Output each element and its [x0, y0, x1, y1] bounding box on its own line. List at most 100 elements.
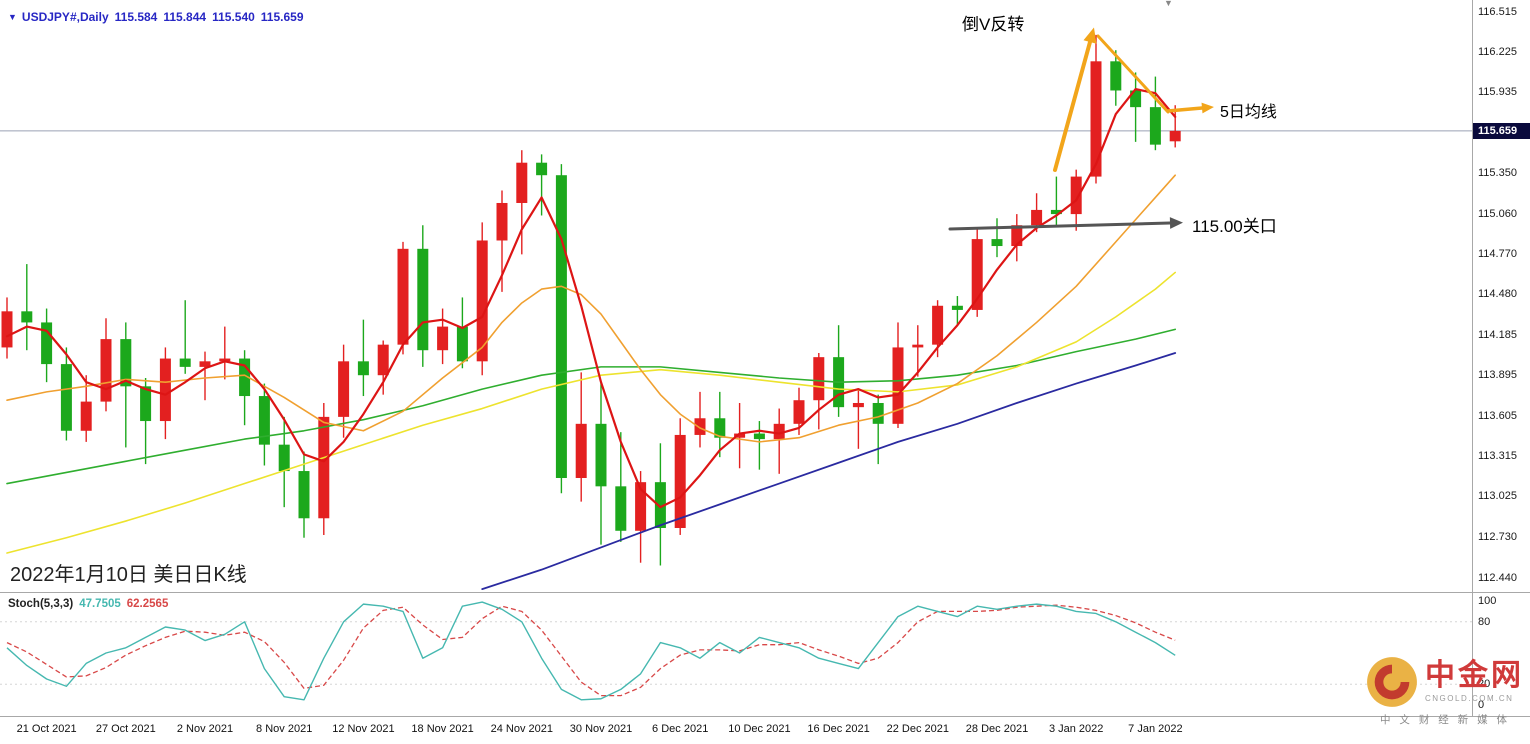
candle-body — [397, 248, 409, 345]
candle-body — [575, 423, 587, 478]
annotation-arrow[interactable] — [1053, 40, 1092, 172]
candle-body — [278, 444, 290, 472]
candle-body — [1169, 130, 1181, 142]
candle-body — [714, 418, 726, 438]
candle-body — [773, 423, 785, 440]
collapse-triangle-icon[interactable]: ▼ — [8, 12, 17, 22]
annotation-arrow[interactable] — [948, 221, 1172, 231]
candle-body — [912, 344, 924, 348]
candle-body — [60, 364, 72, 431]
price-axis-label: 114.770 — [1478, 247, 1517, 260]
candle-body — [516, 162, 528, 203]
chart-title: ▼ USDJPY#,Daily 115.584 115.844 115.540 115.6… — [8, 10, 310, 24]
ma-slow-yellow — [6, 271, 1176, 554]
ohlc-low: 115.540 — [212, 10, 255, 24]
candle-body — [437, 326, 449, 351]
time-axis-label: 21 Oct 2021 — [16, 723, 77, 735]
time-axis-label: 12 Nov 2021 — [332, 723, 395, 735]
stoch-axis[interactable]: 100 80 20 0 — [1472, 592, 1530, 717]
candle-body — [1130, 90, 1142, 108]
candlestick-chart[interactable] — [0, 0, 1472, 592]
candle-body — [456, 326, 468, 362]
price-axis-label: 113.315 — [1478, 449, 1517, 462]
candle-body — [813, 357, 825, 401]
candle-body — [852, 402, 864, 408]
candle-body — [80, 401, 92, 431]
candle-body — [219, 358, 231, 362]
candle-body — [753, 433, 765, 440]
time-axis-label: 3 Jan 2022 — [1048, 723, 1104, 735]
candle-body — [338, 361, 350, 417]
candle-body — [674, 434, 686, 528]
time-axis-label: 10 Dec 2021 — [728, 723, 791, 735]
time-axis[interactable]: 21 Oct 2021 27 Oct 2021 2 Nov 2021 8 Nov 20… — [0, 716, 1530, 744]
date-annotation-label: 2022年1月10日 美日日K线 — [10, 564, 247, 586]
candle-body — [377, 344, 389, 376]
candle-body — [140, 386, 152, 422]
stoch-axis-label: 0 — [1478, 699, 1485, 711]
price-axis[interactable]: 115.659 116.515 116.225 115.935 115.350 115.… — [1472, 0, 1530, 592]
annotation-arrowhead[interactable] — [1083, 27, 1097, 44]
price-axis-label: 113.895 — [1478, 369, 1517, 382]
candle-body — [1050, 209, 1062, 215]
stoch-axis-label: 80 — [1478, 615, 1491, 628]
annotation-arrow[interactable] — [1166, 106, 1204, 113]
cngold-logo-icon — [1367, 657, 1417, 707]
ma-long-blue — [481, 352, 1177, 591]
annotation-arrowhead[interactable] — [1169, 217, 1183, 229]
stoch-k-value: 47.7505 — [79, 598, 121, 610]
candle-body — [991, 239, 1003, 247]
candle-body — [595, 423, 607, 487]
time-axis-label: 8 Nov 2021 — [256, 723, 313, 735]
ma-fast-red — [5, 87, 1177, 509]
inverted-v-leg[interactable] — [1096, 34, 1170, 114]
candle-body — [100, 339, 112, 402]
candle-body — [417, 248, 429, 351]
stochastic-chart[interactable] — [0, 592, 1472, 717]
candle-body — [239, 358, 251, 397]
stoch-signal-line — [6, 604, 1176, 697]
time-axis-label: 16 Dec 2021 — [807, 723, 870, 735]
ma5-annotation-label[interactable]: 5日均线 — [1220, 104, 1277, 121]
watermark-domain: CNGOLD.COM.CN — [1425, 694, 1514, 703]
time-axis-label: 6 Dec 2021 — [652, 723, 709, 735]
candle-body — [951, 305, 963, 310]
stoch-axis-label: 20 — [1478, 678, 1491, 691]
candle-body — [793, 400, 805, 424]
candle-body — [635, 482, 647, 531]
stoch-d-value: 62.2565 — [126, 598, 169, 610]
ohlc-high: 115.844 — [163, 10, 207, 24]
watermark-tagline: 中 文 财 经 新 媒 体 — [1379, 714, 1510, 726]
candle-body — [179, 358, 191, 367]
candle-body — [872, 402, 884, 424]
stoch-main-line — [6, 601, 1176, 701]
candle-body — [615, 486, 627, 531]
candle-body — [199, 361, 211, 367]
price-axis-label: 115.350 — [1478, 167, 1517, 180]
inverted-v-annotation-label[interactable]: 倒V反转 — [962, 15, 1025, 34]
candle-body — [476, 240, 488, 362]
candle-body — [357, 361, 369, 376]
price-axis-label: 114.480 — [1478, 288, 1517, 301]
time-axis-label: 30 Nov 2021 — [569, 723, 633, 735]
price-axis-label: 115.060 — [1478, 207, 1517, 220]
watermark-logo: 中金网 CNGOLD.COM.CN 中 文 财 经 新 媒 体 — [1366, 656, 1524, 727]
candle-body — [694, 418, 706, 435]
annotation-arrowhead[interactable] — [1201, 102, 1214, 114]
ohlc-open: 115.584 — [114, 10, 158, 24]
price-axis-label: 116.225 — [1478, 45, 1517, 58]
ma-medium-orange — [6, 174, 1176, 443]
time-axis-label: 7 Jan 2022 — [1128, 723, 1183, 735]
stoch-axis-label: 100 — [1478, 595, 1497, 607]
candle-body — [159, 358, 171, 422]
candle-body — [1070, 176, 1082, 215]
time-axis-label: 27 Oct 2021 — [95, 723, 156, 735]
candle-body — [1110, 61, 1122, 91]
candle-body — [298, 471, 310, 519]
stochastic-label: Stoch(5,3,3) 47.7505 62.2565 — [8, 598, 174, 610]
level-annotation-label[interactable]: 115.00关口 — [1192, 217, 1277, 236]
candle-body — [971, 239, 983, 310]
candle-body — [734, 433, 746, 438]
chart-shift-marker-icon[interactable]: ▼ — [1164, 0, 1173, 8]
